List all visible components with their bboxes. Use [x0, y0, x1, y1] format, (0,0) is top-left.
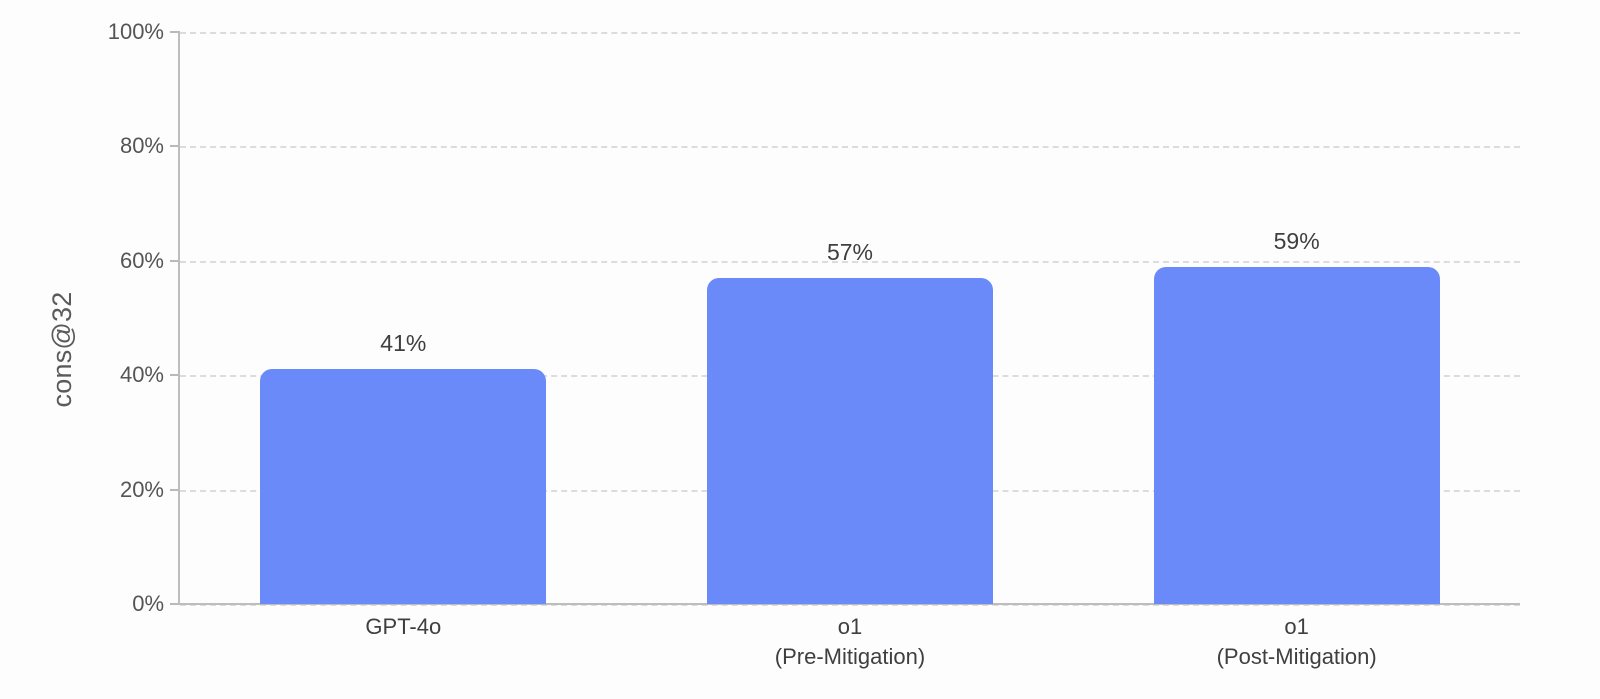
y-axis-tick-mark: [170, 488, 180, 491]
x-axis-line: [178, 603, 1520, 605]
y-axis-tick-mark: [170, 374, 180, 377]
y-axis-tick-label: 100%: [107, 19, 164, 44]
y-axis-tick-mark: [170, 603, 180, 605]
y-axis-tick-label: 20%: [119, 476, 164, 502]
category-label-line2: (Pre-Mitigation): [774, 644, 926, 669]
x-axis-category-label: o1 (Post-Mitigation): [1073, 612, 1520, 672]
bar-value-label: 59%: [1273, 227, 1320, 254]
bar-value-label: 57%: [826, 238, 873, 265]
bar[interactable]: [707, 277, 993, 604]
x-axis-category-label: GPT-4o: [180, 612, 627, 642]
y-axis-tick-mark: [170, 31, 180, 33]
bar-slot: 57%: [627, 32, 1074, 604]
y-axis-line: [178, 32, 180, 604]
plot-area: 41% 57% 59%: [180, 32, 1520, 604]
y-axis-tick-mark: [170, 259, 180, 262]
y-axis-tick-label: 40%: [119, 362, 164, 388]
gridline: [180, 260, 1520, 263]
category-label-line2: (Post-Mitigation): [1216, 644, 1377, 669]
gridline: [180, 32, 1520, 34]
category-label-line1: o1: [837, 614, 863, 639]
bar-value-label: 41%: [380, 330, 427, 357]
bar[interactable]: [1153, 266, 1440, 604]
x-axis-category-label: o1 (Pre-Mitigation): [627, 612, 1074, 672]
gridline: [180, 146, 1520, 149]
y-axis-tick-label: 0%: [132, 591, 164, 616]
bar[interactable]: [260, 369, 547, 604]
category-label-line1: o1: [1284, 614, 1309, 639]
bar-slot: 59%: [1073, 32, 1520, 604]
bar-slot: 41%: [180, 32, 627, 604]
y-axis-tick-label: 80%: [119, 133, 164, 159]
y-axis-tick-mark: [170, 145, 180, 148]
category-label-line1: GPT-4o: [365, 614, 442, 639]
gridline: [180, 604, 1520, 606]
y-axis-title: cons@32: [46, 291, 77, 408]
y-axis-tick-label: 60%: [119, 247, 164, 273]
